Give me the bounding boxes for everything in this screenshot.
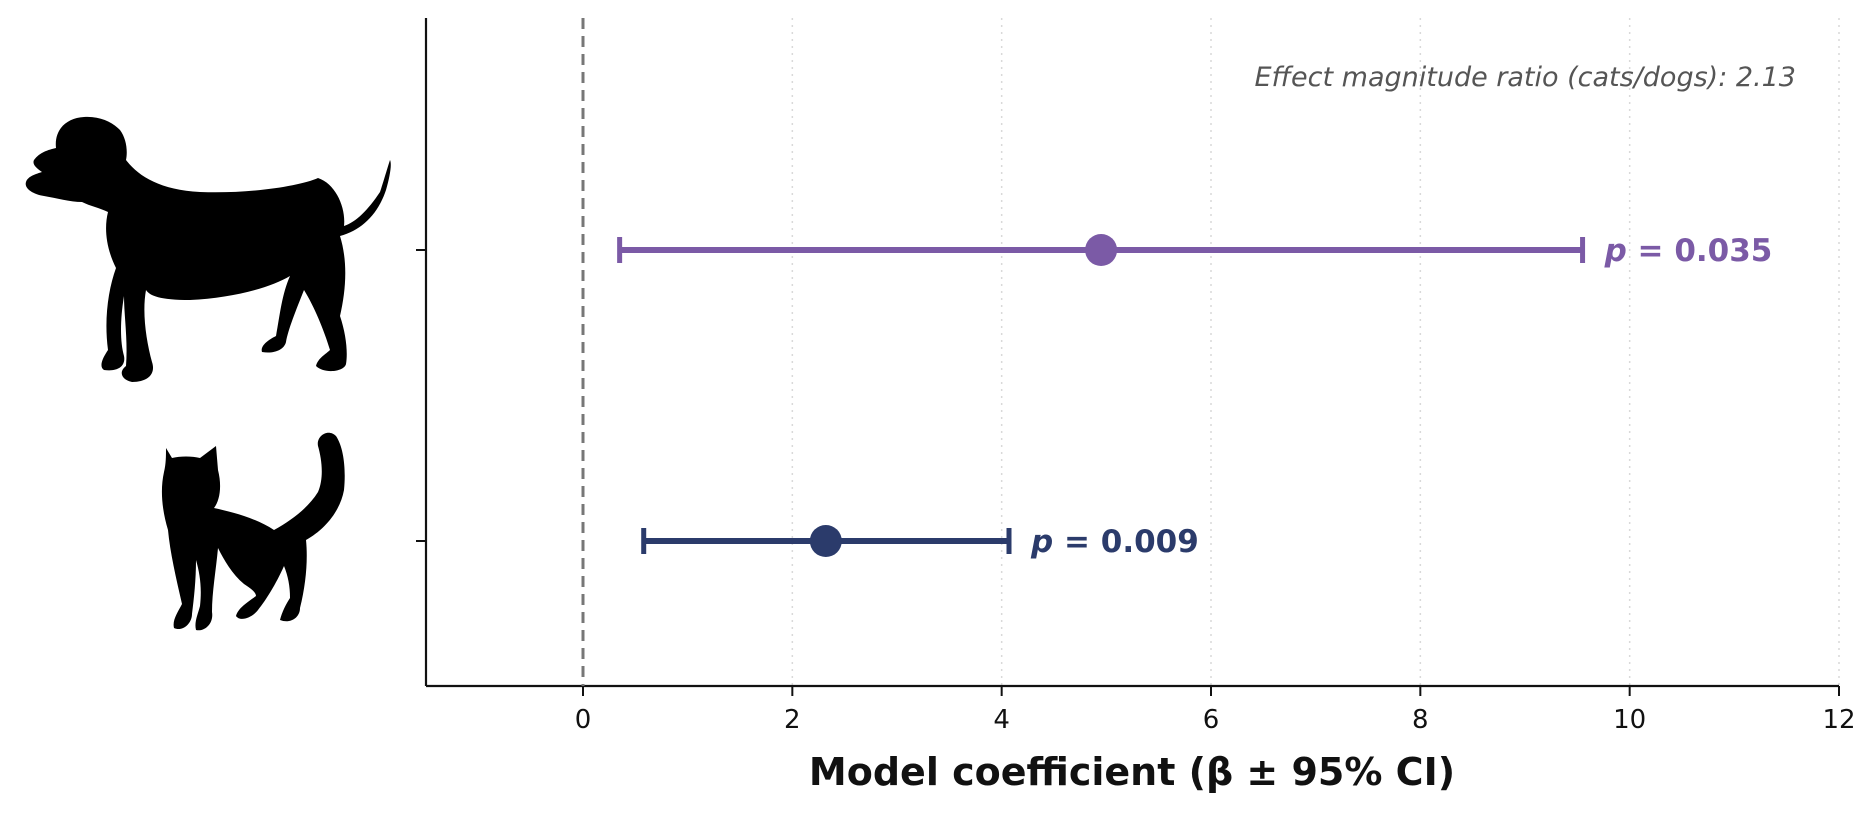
estimate-dog: p = 0.035: [617, 233, 1773, 269]
p-value-label: p = 0.009: [1030, 524, 1199, 560]
x-axis-title: Model coefficient (β ± 95% CI): [809, 750, 1455, 794]
point-estimate: [1085, 234, 1118, 266]
x-tick-label-4: 8: [1412, 705, 1429, 735]
p-value-label: p = 0.035: [1604, 233, 1773, 269]
p-symbol: p: [1030, 524, 1053, 560]
x-tick-label-0: 0: [575, 705, 592, 735]
p-symbol: p: [1604, 233, 1627, 269]
dog-icon: [25, 116, 391, 382]
point-estimate: [809, 525, 842, 557]
ratio-annotation: Effect magnitude ratio (cats/dogs): 2.13: [1254, 62, 1796, 93]
cat-icon: [161, 432, 345, 631]
estimate-cat: p = 0.009: [641, 524, 1199, 560]
gridlines: [791, 18, 1840, 686]
p-value-text: = 0.009: [1053, 524, 1199, 560]
y-ticks: [416, 249, 426, 542]
x-ticks: 0 2 4 6 8 10 12: [575, 686, 1856, 735]
x-tick-label-6: 12: [1822, 705, 1855, 735]
x-tick-label-2: 4: [993, 705, 1010, 735]
x-tick-label-1: 2: [784, 705, 801, 735]
x-tick-label-3: 6: [1203, 705, 1220, 735]
p-value-text: = 0.035: [1627, 233, 1773, 269]
x-tick-label-5: 10: [1613, 705, 1646, 735]
